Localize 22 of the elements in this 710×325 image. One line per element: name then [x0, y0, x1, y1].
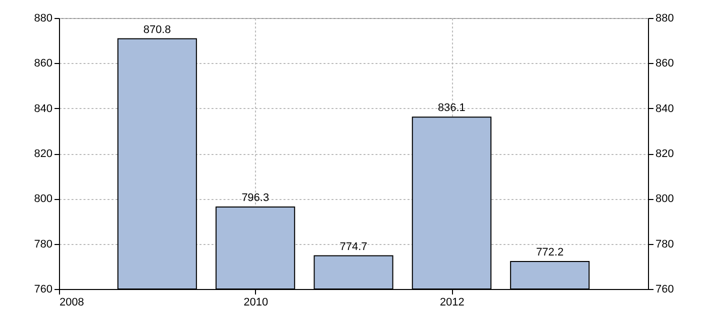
- y-tick-label: 860: [34, 58, 52, 70]
- data-label: 772.2: [536, 246, 564, 258]
- y2-tick-label: 880: [656, 12, 674, 24]
- data-label: 774.7: [340, 240, 368, 253]
- y-tick-label: 760: [34, 284, 52, 296]
- y-tick-label: 820: [34, 148, 52, 160]
- y-tick-label: 780: [34, 238, 52, 250]
- y-tick-label: 880: [34, 12, 52, 24]
- y-tick-label: 800: [34, 193, 52, 206]
- y-tick-label: 840: [34, 102, 52, 115]
- y2-tick-label: 760: [656, 284, 674, 296]
- data-label: 870.8: [143, 24, 171, 36]
- y2-tick-label: 820: [656, 148, 674, 160]
- y2-tick-label: 780: [656, 238, 674, 250]
- data-label: 796.3: [242, 192, 270, 204]
- data-label: 836.1: [438, 102, 466, 114]
- x-tick-label: 2012: [440, 296, 464, 308]
- y2-tick-label: 840: [656, 102, 674, 115]
- x-tick-label: 2010: [244, 296, 268, 308]
- x-tick-label: 2008: [60, 296, 84, 308]
- y2-tick-label: 800: [656, 193, 674, 206]
- y2-tick-label: 860: [656, 58, 674, 70]
